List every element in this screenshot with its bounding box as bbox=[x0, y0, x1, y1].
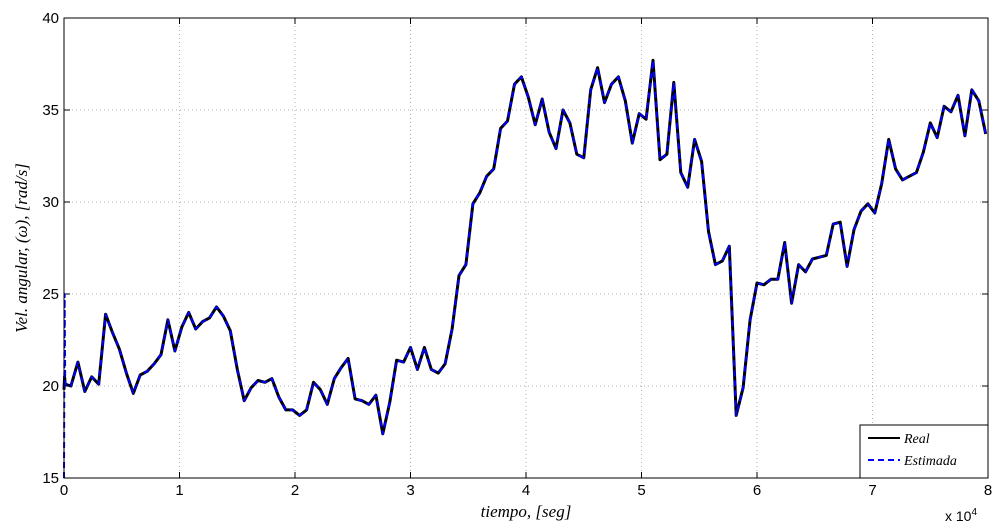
x-tick-label: 2 bbox=[291, 482, 299, 499]
x-tick-label: 6 bbox=[753, 482, 761, 499]
legend: Real Estimada bbox=[859, 424, 989, 479]
x-tick-label: 1 bbox=[175, 482, 183, 499]
x-tick-label: 7 bbox=[868, 482, 876, 499]
y-tick-label: 15 bbox=[42, 470, 59, 487]
y-tick-label: 40 bbox=[42, 10, 59, 27]
legend-real-label: Real bbox=[903, 432, 930, 447]
x-axis-label: tiempo, [seg] bbox=[481, 502, 572, 521]
series-line-estimada bbox=[63, 59, 987, 479]
legend-estimada-label: Estimada bbox=[903, 454, 957, 469]
y-tick-label: 20 bbox=[42, 378, 59, 395]
y-tick-label: 25 bbox=[42, 286, 59, 303]
x-multiplier: x 104 bbox=[945, 507, 977, 524]
x-tick-label: 0 bbox=[60, 482, 68, 499]
x-tick-label: 4 bbox=[522, 482, 530, 499]
series-group bbox=[62, 58, 988, 479]
y-axis-ticks: 15 20 25 30 35 40 bbox=[42, 10, 988, 487]
legend-box bbox=[859, 424, 989, 479]
y-tick-label: 30 bbox=[42, 194, 59, 211]
plot-frame bbox=[63, 17, 989, 479]
x-multiplier-exponent: 4 bbox=[971, 507, 977, 518]
x-tick-label: 8 bbox=[984, 482, 992, 499]
x-multiplier-base: x 10 bbox=[945, 508, 972, 524]
x-tick-label: 5 bbox=[637, 482, 645, 499]
x-axis-ticks: 0 1 2 3 4 5 6 7 8 bbox=[60, 18, 992, 499]
y-tick-label: 35 bbox=[42, 102, 59, 119]
y-axis-label: Vel. angular, (ω), [rad/s] bbox=[12, 163, 31, 333]
x-tick-label: 3 bbox=[406, 482, 414, 499]
